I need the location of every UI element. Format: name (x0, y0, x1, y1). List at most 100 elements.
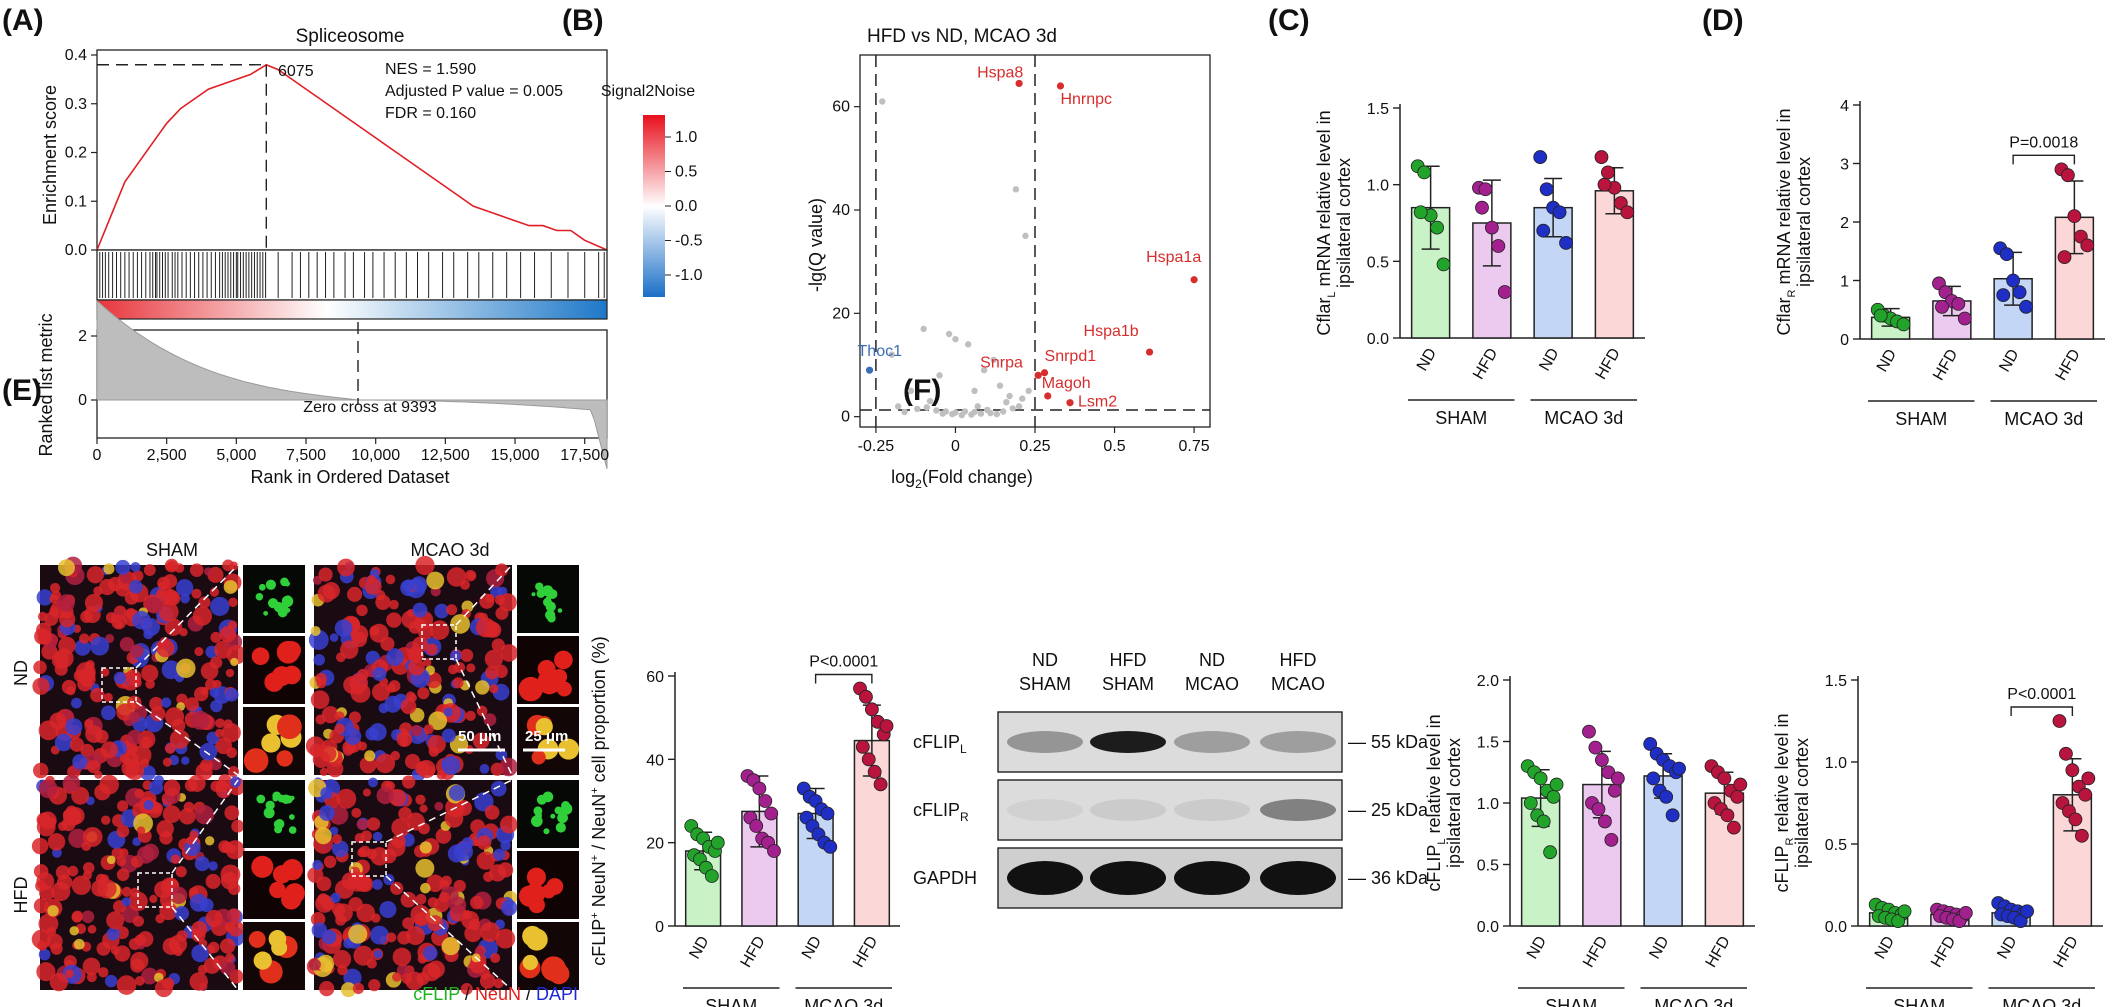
scale-bar-25: 25 μm (525, 728, 568, 745)
data-point (823, 839, 838, 854)
data-point (1659, 789, 1674, 804)
cell (401, 973, 413, 984)
volcano-point (952, 335, 959, 343)
data-point (1957, 311, 1972, 326)
volcano-point (1022, 232, 1029, 240)
col-label-sham: SHAM (146, 540, 198, 560)
data-point (1672, 761, 1686, 776)
cell (415, 858, 435, 878)
cell (153, 775, 164, 786)
volcano-x-tick-label: 0 (951, 438, 960, 455)
cell (415, 555, 435, 576)
data-point (1597, 177, 1612, 192)
cell (90, 636, 110, 656)
western-blot: ND SHAM HFD SHAM ND MCAO HFD MCAO cFLIPL — 55 kD… (913, 650, 1429, 909)
cell (422, 963, 441, 982)
cell (169, 729, 190, 749)
data-point (1594, 753, 1609, 767)
cell (84, 593, 104, 612)
volcano-x-tick-label: 0.5 (1103, 438, 1125, 455)
lane-label-bottom: MCAO (1185, 674, 1239, 694)
cell (476, 851, 495, 870)
group-label: SHAM (1435, 408, 1487, 428)
volcano-plot: HFD vs ND, MCAO 3d -0.25 0 0.25 0.5 0.75 0 20 4… (806, 26, 1211, 491)
cell (448, 784, 465, 801)
gsea-x-tick-label: 2,500 (147, 447, 187, 464)
volcano-gene-label: Hnrnpc (1060, 91, 1112, 108)
cell (518, 885, 541, 907)
data-point (1999, 247, 2014, 262)
cell (224, 687, 239, 702)
data-point (1436, 257, 1451, 272)
cell (49, 606, 60, 617)
cell (253, 951, 272, 970)
volcano-point (1019, 395, 1026, 402)
y-tick-label: 4 (1840, 98, 1849, 115)
cell (180, 593, 190, 604)
cell (554, 806, 563, 815)
group-label: MCAO 3d (2004, 409, 2083, 429)
cell (467, 571, 476, 580)
y-tick-label: 60 (646, 669, 664, 686)
cell (134, 976, 145, 986)
cell (123, 751, 139, 768)
y-tick-label: 2 (1840, 215, 1849, 232)
volcano-title: HFD vs ND, MCAO 3d (867, 26, 1057, 47)
cell (33, 898, 49, 914)
blot-kda-label: — 36 kDa (1348, 868, 1429, 888)
hit-lines (99, 252, 605, 298)
data-point (2057, 250, 2072, 265)
cell (32, 677, 50, 695)
cell (485, 593, 495, 603)
cell (132, 610, 151, 630)
cell (354, 833, 365, 844)
cell (164, 618, 183, 636)
cell (33, 864, 49, 879)
cell (219, 625, 236, 643)
cell (535, 582, 544, 591)
cell (130, 958, 145, 973)
zoom-guide (135, 564, 239, 669)
cell (337, 558, 355, 577)
cell (485, 665, 499, 680)
cell (547, 613, 556, 623)
cell (97, 879, 117, 899)
cell (554, 650, 573, 670)
cell (54, 733, 73, 752)
colorbar-tick-label: -0.5 (675, 233, 703, 250)
data-point (1891, 914, 1906, 928)
data-point (1951, 296, 1966, 311)
cell (37, 940, 48, 951)
volcano-x-tick-label: 0.25 (1019, 438, 1050, 455)
colorbar-title: Signal2Noise (601, 83, 695, 100)
data-point (1607, 783, 1622, 798)
cell (370, 925, 389, 945)
cell (435, 828, 452, 844)
cell (402, 917, 415, 930)
cell (119, 636, 135, 652)
data-point (1413, 205, 1428, 220)
data-point (1733, 777, 1748, 792)
cell (39, 631, 49, 642)
cell (412, 602, 428, 618)
cell (472, 732, 490, 750)
volcano-ticks: -0.25 0 0.25 0.5 0.75 0 20 40 60 (832, 99, 1210, 455)
cell (500, 644, 518, 662)
cell (380, 636, 395, 651)
cell (543, 828, 550, 835)
cell (329, 633, 339, 642)
metric-area (96, 299, 608, 469)
cell (398, 806, 412, 821)
volcano-x-label: log2(Fold change) (891, 467, 1033, 491)
blot-band (1260, 861, 1336, 895)
cell (371, 683, 390, 701)
cell (204, 678, 217, 691)
data-point (1533, 150, 1548, 164)
volcano-threshold-lines (860, 55, 1210, 427)
cell (209, 656, 223, 669)
y-axis-label: cFLIP+ NeuN+ / NeuN+ cell proportion (%) (589, 636, 609, 965)
metric-ticks: 02 (78, 328, 97, 409)
cell (493, 848, 506, 861)
cell (215, 718, 225, 729)
cell (111, 614, 127, 630)
